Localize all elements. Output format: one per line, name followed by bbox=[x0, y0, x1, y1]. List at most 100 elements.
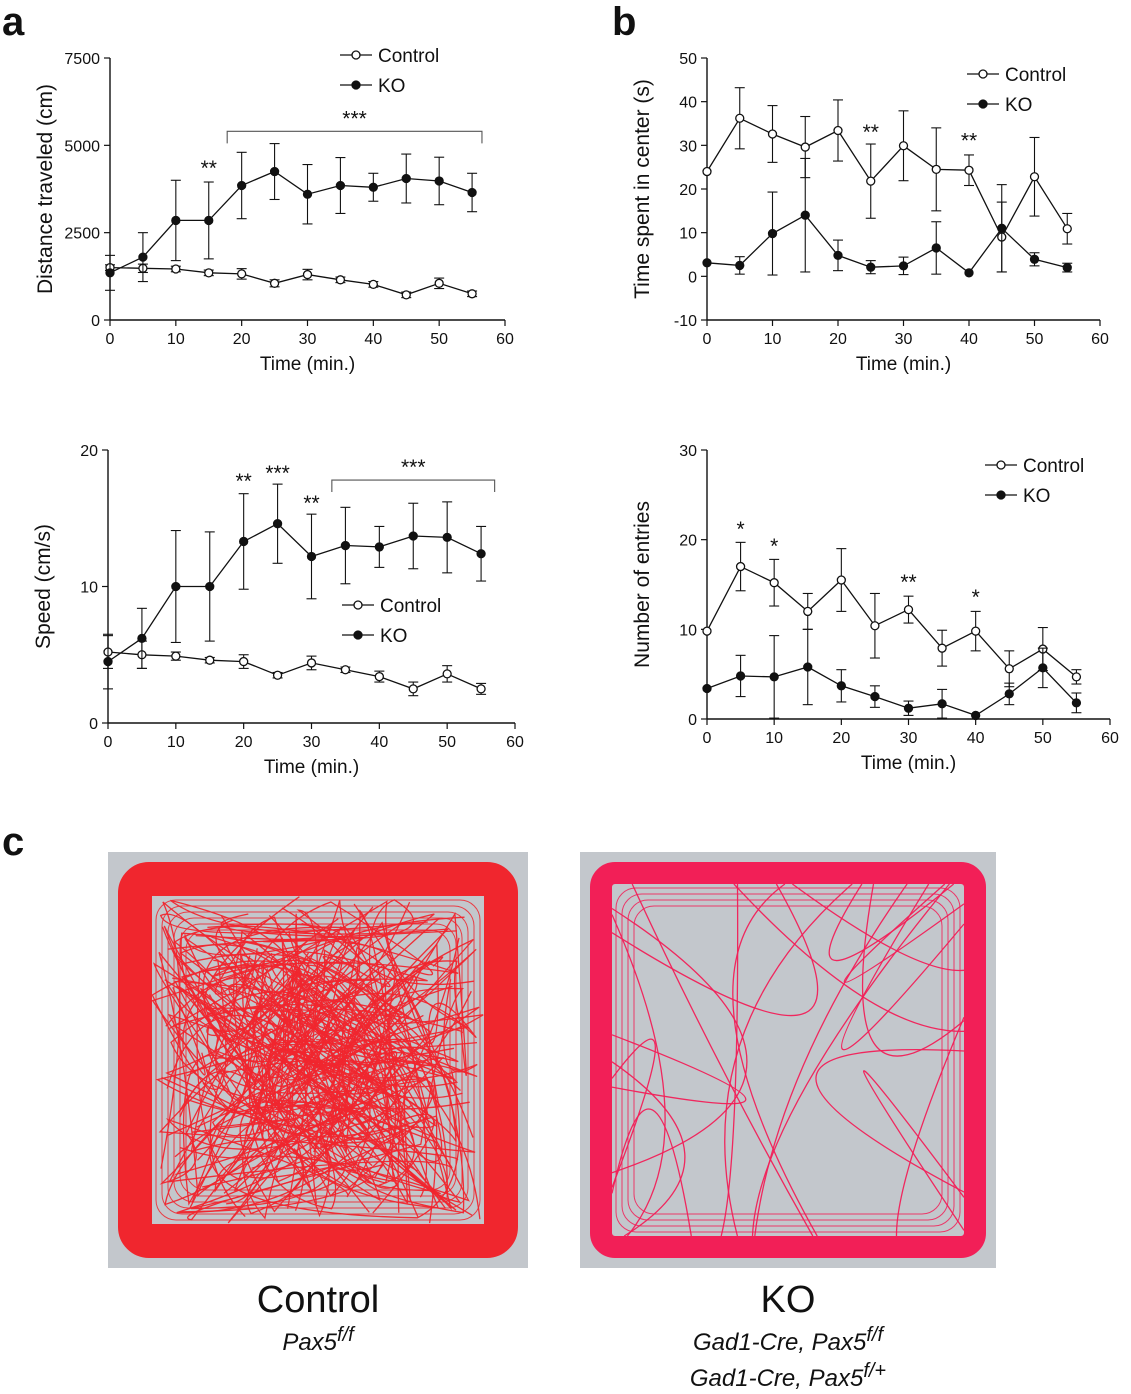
x-tick-label: 0 bbox=[104, 734, 113, 751]
ko-data-point bbox=[137, 633, 147, 644]
movement-trace bbox=[611, 914, 666, 1237]
movement-trace bbox=[163, 907, 397, 1184]
ko-data-point bbox=[1004, 689, 1014, 699]
ko-data-point bbox=[205, 581, 215, 592]
significance-label: ** bbox=[900, 571, 916, 594]
movement-trace bbox=[220, 950, 428, 1178]
legend-marker bbox=[353, 600, 363, 610]
movement-trace bbox=[863, 1070, 965, 1231]
y-tick-label: 20 bbox=[80, 443, 98, 460]
ko-data-point bbox=[335, 180, 346, 191]
legend-label: KO bbox=[1005, 95, 1032, 116]
y-tick-label: 0 bbox=[688, 712, 697, 729]
x-tick-label: 10 bbox=[167, 331, 185, 348]
x-tick-label: 20 bbox=[832, 730, 850, 747]
y-tick-label: 30 bbox=[679, 443, 697, 460]
y-tick-label: 5000 bbox=[64, 138, 100, 155]
control-data-point bbox=[735, 113, 745, 123]
ko-data-point bbox=[1038, 663, 1048, 673]
control-series-line bbox=[706, 565, 1077, 678]
y-tick-label: -10 bbox=[674, 313, 697, 330]
movement-trace bbox=[202, 926, 379, 1109]
movement-trace bbox=[180, 932, 438, 1115]
control-data-point bbox=[335, 275, 346, 285]
control-data-point bbox=[767, 129, 778, 139]
movement-trace bbox=[173, 925, 459, 1161]
ko-data-point bbox=[467, 187, 477, 198]
ko-data-point bbox=[866, 262, 876, 272]
control-data-point bbox=[467, 289, 477, 299]
distance-traveled-chart: 0 10 20 30 40 50 60 0 2500 5000 7500 Time (min.) Dis… bbox=[34, 46, 514, 375]
legend-label: Control bbox=[378, 46, 439, 67]
wall-trace bbox=[167, 911, 469, 1209]
ko-data-point bbox=[898, 261, 909, 271]
y-tick-label: 50 bbox=[679, 51, 697, 68]
ko-data-point bbox=[434, 176, 444, 186]
wall-trace bbox=[161, 905, 475, 1215]
ko-data-point bbox=[1029, 254, 1040, 264]
x-tick-label: 10 bbox=[765, 730, 783, 747]
ko-data-point bbox=[767, 228, 778, 239]
movement-trace bbox=[611, 1108, 692, 1237]
ko-data-point bbox=[735, 671, 746, 681]
control-arena-track bbox=[108, 852, 528, 1268]
significance-label: * bbox=[972, 586, 980, 609]
x-tick-label: 10 bbox=[167, 734, 185, 751]
control-data-point bbox=[971, 626, 981, 636]
ko-data-point bbox=[171, 215, 181, 226]
significance-bracket bbox=[331, 479, 496, 493]
ko-data-point bbox=[306, 551, 317, 562]
movement-trace bbox=[841, 883, 965, 1051]
control-data-point bbox=[476, 684, 486, 694]
y-tick-label: 10 bbox=[679, 226, 697, 243]
ko-series-line bbox=[706, 214, 1068, 274]
x-tick-label: 40 bbox=[364, 331, 382, 348]
x-axis-label: Time (min.) bbox=[260, 354, 355, 375]
control-caption: Control Pax5f/f bbox=[158, 1279, 478, 1358]
ko-data-point bbox=[171, 581, 181, 592]
y-tick-label: 40 bbox=[679, 95, 697, 112]
wall-trace bbox=[621, 893, 955, 1227]
control-data-point bbox=[702, 166, 712, 177]
ko-genotype-1: Gad1-Cre, Pax5f/f bbox=[692, 1323, 884, 1356]
control-data-point bbox=[302, 269, 313, 280]
movement-trace bbox=[183, 930, 458, 1194]
arena-border-track bbox=[590, 862, 986, 1258]
x-tick-label: 60 bbox=[506, 734, 524, 751]
ko-data-point bbox=[702, 258, 712, 268]
ko-data-point bbox=[272, 519, 283, 529]
control-data-point bbox=[205, 655, 215, 665]
movement-trace bbox=[220, 915, 445, 1202]
legend-label: Control bbox=[1005, 65, 1066, 86]
y-tick-label: 0 bbox=[91, 313, 100, 330]
movement-trace bbox=[256, 988, 398, 1189]
movement-trace bbox=[611, 1038, 656, 1188]
significance-label: ** bbox=[863, 121, 879, 144]
movement-trace bbox=[182, 1009, 409, 1206]
control-data-point bbox=[239, 656, 249, 667]
control-data-point bbox=[937, 643, 947, 653]
ko-data-point bbox=[800, 210, 810, 220]
wall-trace bbox=[155, 899, 481, 1221]
movement-trace bbox=[190, 901, 434, 1211]
control-data-point bbox=[434, 278, 444, 288]
x-tick-label: 60 bbox=[496, 331, 514, 348]
ko-data-point bbox=[1071, 698, 1082, 708]
legend-marker bbox=[996, 460, 1006, 470]
x-tick-label: 60 bbox=[1091, 331, 1109, 348]
ko-data-point bbox=[374, 542, 384, 552]
movement-trace bbox=[243, 987, 465, 1209]
wall-trace bbox=[173, 917, 463, 1203]
center-time-chart: 0 10 20 30 40 50 60 -10 0 10 20 30 40 50 Time (min.) Ti… bbox=[631, 51, 1109, 375]
wall-trace bbox=[633, 905, 943, 1215]
control-data-point bbox=[903, 604, 914, 615]
ko-data-point bbox=[237, 180, 247, 191]
movement-trace bbox=[168, 992, 453, 1183]
y-axis-label: Distance traveled (cm) bbox=[34, 84, 57, 294]
significance-label: ** bbox=[303, 492, 319, 515]
ko-series-line bbox=[109, 170, 473, 274]
significance-label: ** bbox=[201, 157, 217, 180]
x-tick-label: 30 bbox=[900, 730, 918, 747]
movement-trace bbox=[815, 1048, 965, 1193]
x-tick-label: 20 bbox=[235, 734, 253, 751]
